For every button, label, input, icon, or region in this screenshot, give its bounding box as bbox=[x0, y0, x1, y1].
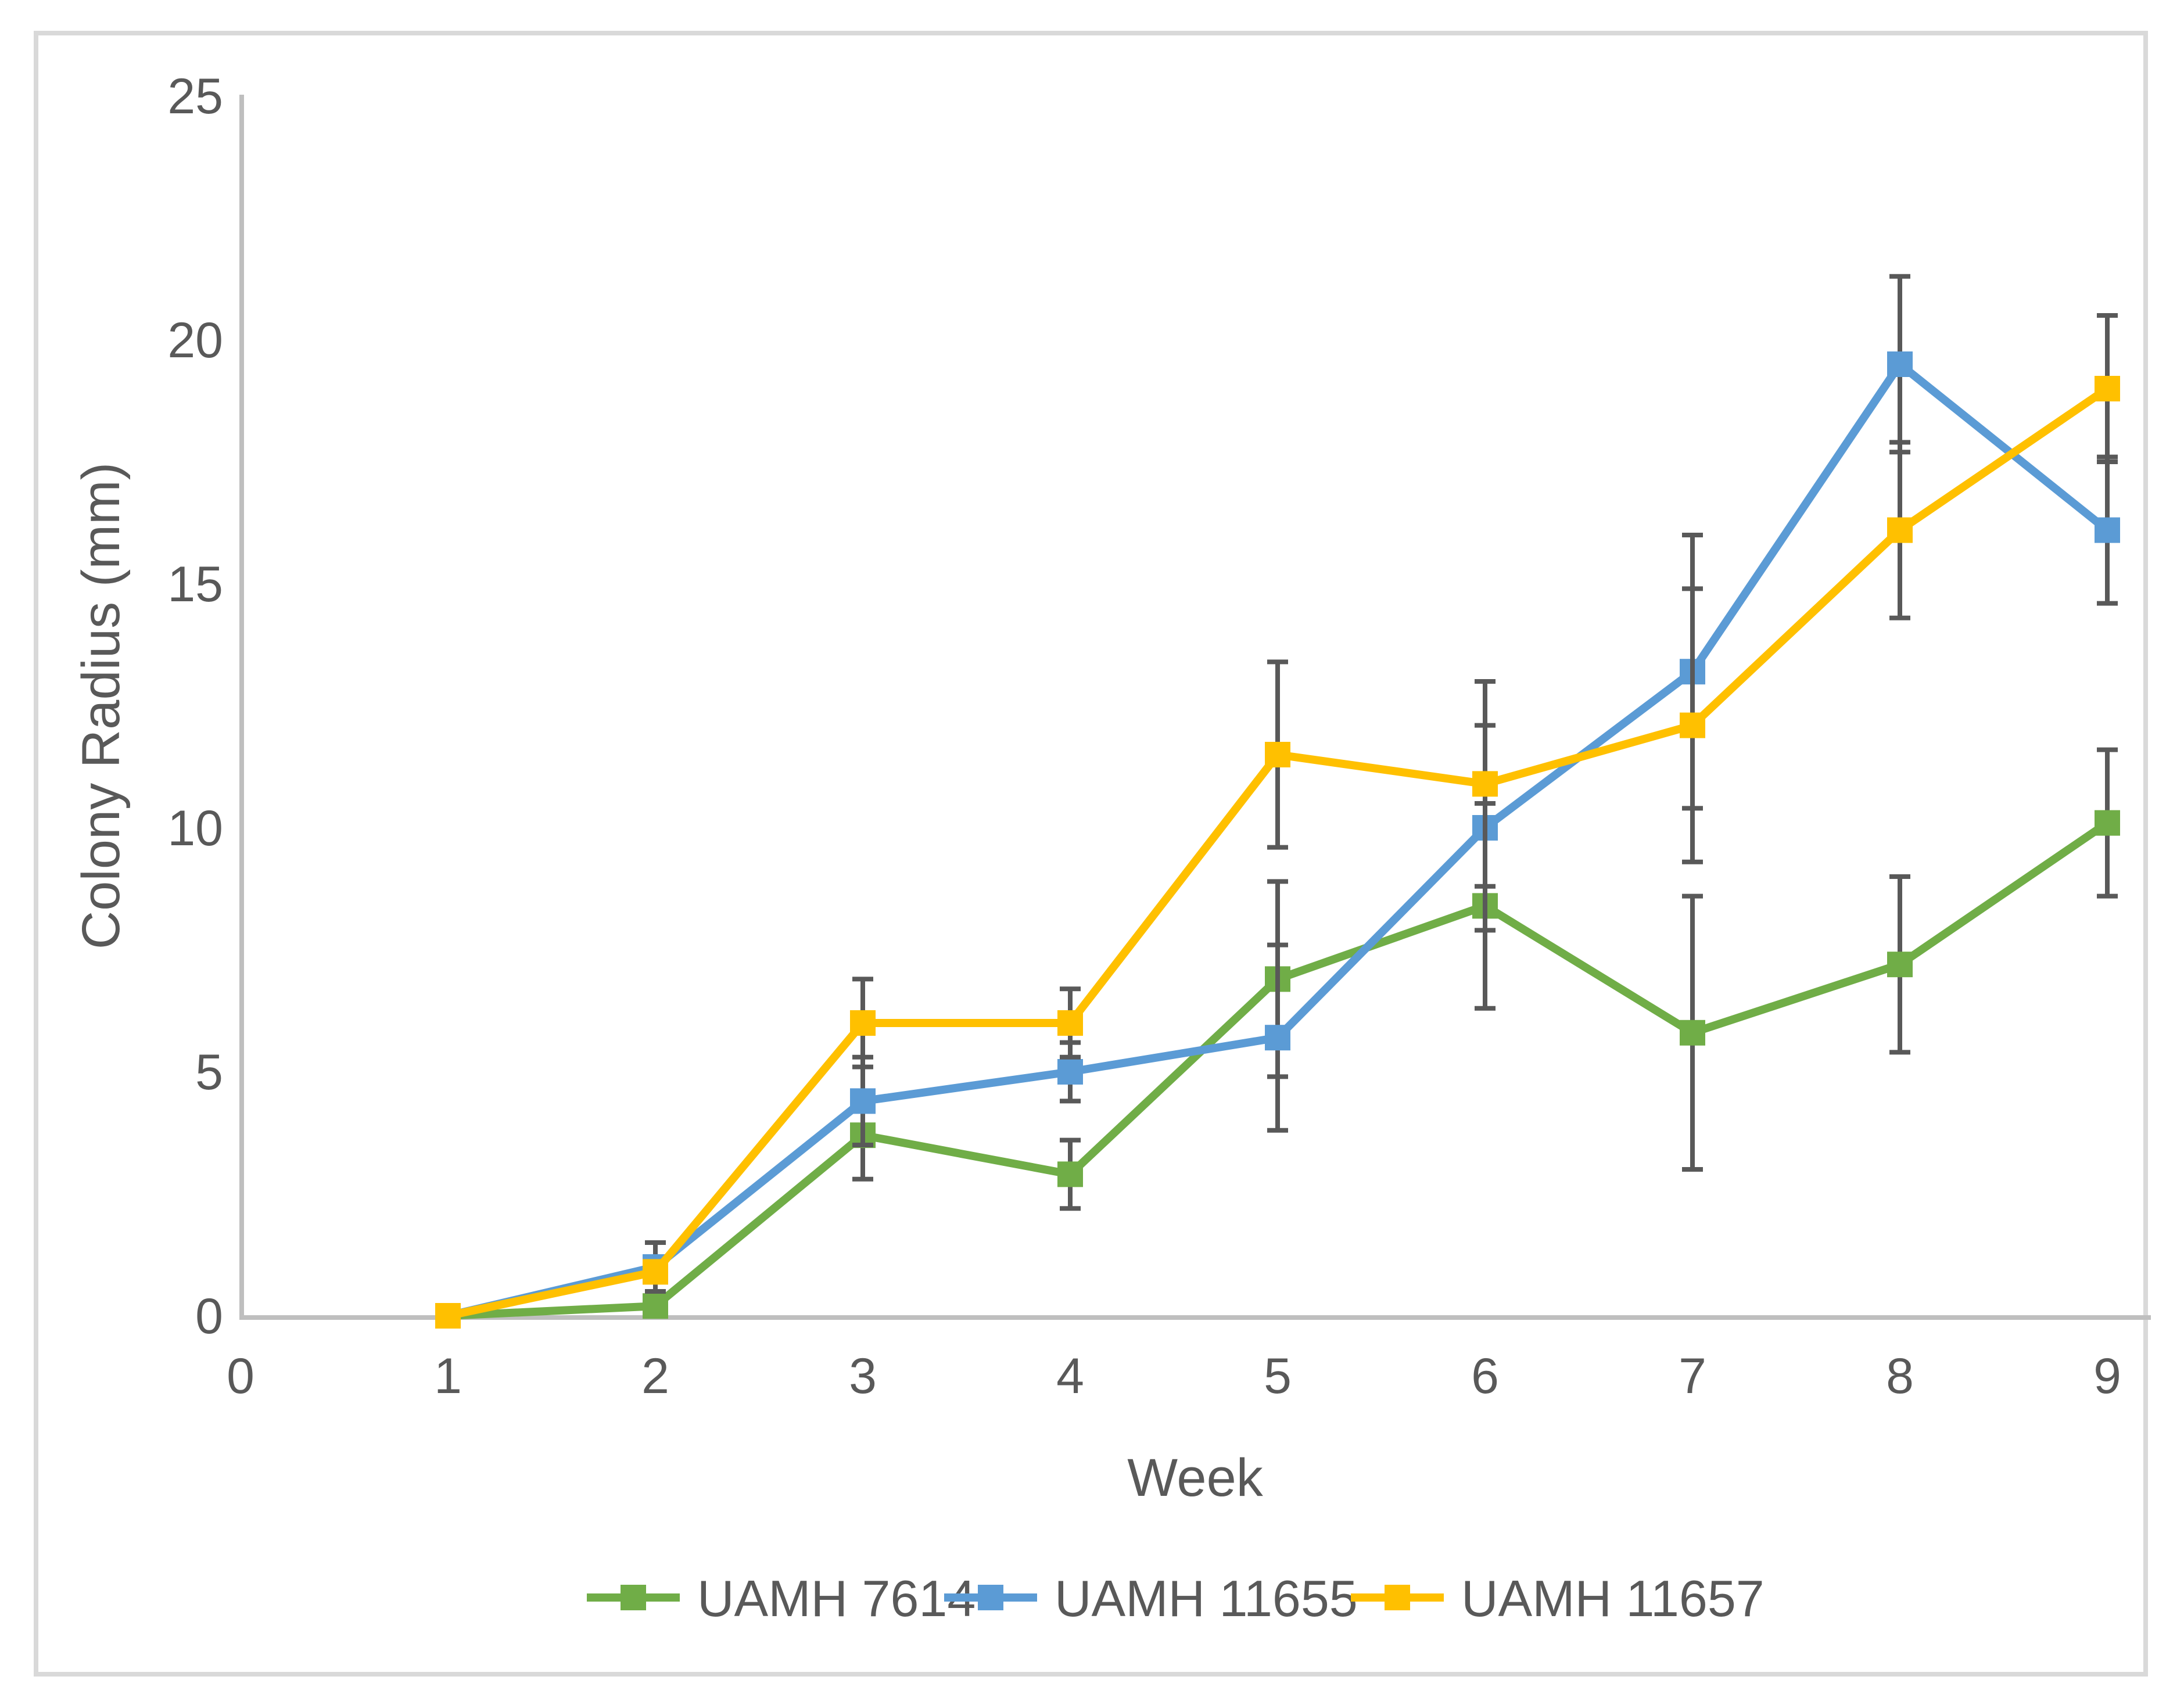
series-layer bbox=[435, 274, 2120, 1329]
y-axis-tick-labels: 0 5 10 15 20 25 bbox=[167, 69, 223, 1344]
markers-uamh-11657 bbox=[435, 376, 2120, 1329]
x-tick-label: 6 bbox=[1471, 1348, 1499, 1404]
data-point-marker bbox=[1680, 712, 1705, 738]
data-point-marker bbox=[1472, 771, 1498, 797]
data-point-marker bbox=[435, 1303, 461, 1329]
x-tick-label: 0 bbox=[227, 1348, 254, 1404]
legend-square-marker bbox=[621, 1585, 646, 1610]
y-axis-title: Colony Radius (mm) bbox=[71, 462, 131, 949]
data-point-marker bbox=[1265, 1025, 1290, 1051]
data-point-marker bbox=[643, 1259, 668, 1285]
legend-square-marker bbox=[978, 1585, 1003, 1610]
y-tick-label: 15 bbox=[167, 557, 223, 612]
data-point-marker bbox=[1887, 351, 1913, 377]
data-point-marker bbox=[643, 1293, 668, 1319]
legend-item-uamh-11657[interactable]: UAMH 11657 bbox=[1351, 1570, 1765, 1627]
data-point-marker bbox=[1887, 952, 1913, 978]
y-tick-label: 20 bbox=[167, 313, 223, 368]
x-tick-label: 8 bbox=[1886, 1348, 1914, 1404]
data-point-marker bbox=[2095, 376, 2120, 401]
legend-item-uamh-7614[interactable]: UAMH 7614 bbox=[587, 1570, 976, 1627]
x-tick-label: 5 bbox=[1264, 1348, 1292, 1404]
y-tick-label: 0 bbox=[195, 1288, 223, 1344]
data-point-marker bbox=[2095, 517, 2120, 543]
legend-square-marker bbox=[1385, 1585, 1410, 1610]
data-point-marker bbox=[2095, 810, 2120, 836]
data-point-marker bbox=[1057, 1161, 1083, 1187]
x-tick-label: 1 bbox=[434, 1348, 462, 1404]
x-tick-label: 9 bbox=[2093, 1348, 2121, 1404]
x-tick-label: 4 bbox=[1056, 1348, 1084, 1404]
x-tick-label: 2 bbox=[641, 1348, 669, 1404]
y-tick-label: 5 bbox=[195, 1044, 223, 1100]
legend-item-uamh-11655[interactable]: UAMH 11655 bbox=[944, 1570, 1358, 1627]
y-tick-label: 25 bbox=[167, 69, 223, 124]
x-axis-tick-labels: 0 1 2 3 4 5 6 7 8 9 bbox=[227, 1348, 2121, 1404]
y-tick-label: 10 bbox=[167, 801, 223, 856]
series-uamh-11657 bbox=[435, 313, 2120, 1329]
x-tick-label: 3 bbox=[849, 1348, 877, 1404]
data-point-marker bbox=[850, 1010, 876, 1036]
data-point-marker bbox=[1265, 742, 1290, 767]
data-point-marker bbox=[850, 1088, 876, 1114]
series-line-uamh-11657 bbox=[444, 385, 2111, 1320]
chart-border bbox=[34, 31, 2148, 1677]
x-tick-label: 7 bbox=[1679, 1348, 1706, 1404]
legend-label: UAMH 11657 bbox=[1461, 1570, 1765, 1627]
series-uamh-11655 bbox=[435, 274, 2120, 1329]
data-point-marker bbox=[1057, 1059, 1083, 1085]
legend: UAMH 7614 UAMH 11655 UAMH 11657 bbox=[587, 1570, 1765, 1627]
data-point-marker bbox=[1887, 517, 1913, 543]
legend-label: UAMH 7614 bbox=[697, 1570, 976, 1627]
legend-label: UAMH 11655 bbox=[1055, 1570, 1358, 1627]
data-point-marker bbox=[1057, 1010, 1083, 1036]
x-axis-title: Week bbox=[1127, 1448, 1264, 1507]
data-point-marker bbox=[1680, 1020, 1705, 1046]
